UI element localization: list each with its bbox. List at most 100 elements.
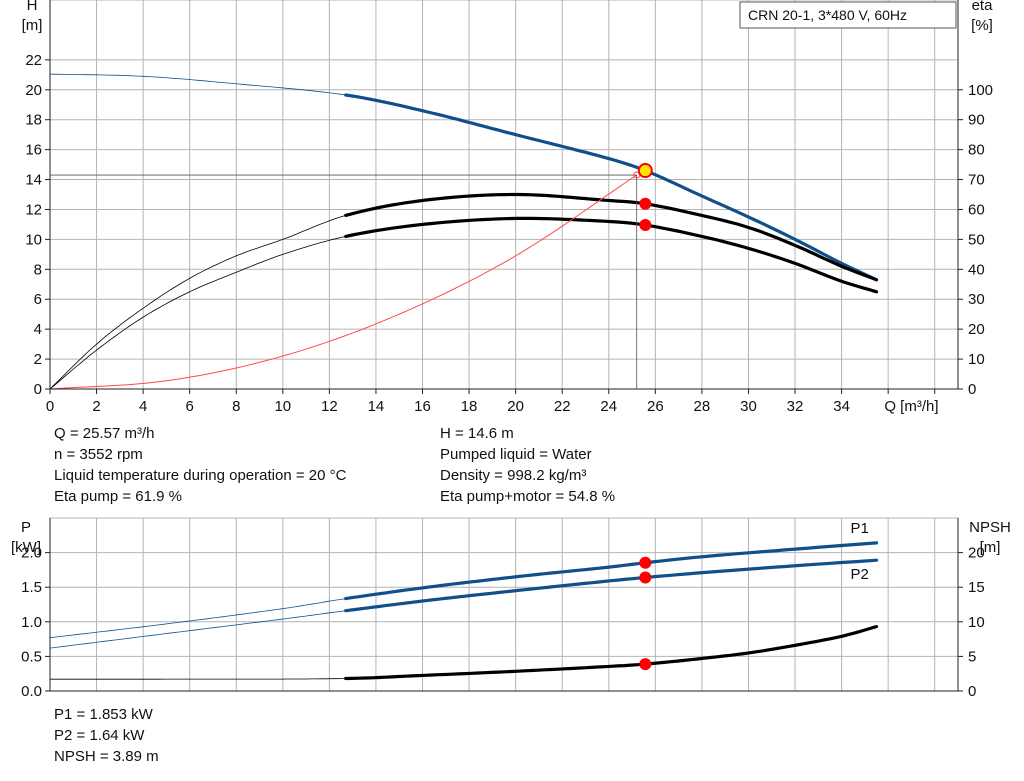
left-tick-label: 16 [25,142,42,159]
right-tick-label: 10 [968,614,985,631]
series-label-p2: P2 [851,566,869,583]
head-curve [344,93,879,282]
right-tick-label: 0 [968,381,976,398]
bottom-tick-label: 22 [554,398,571,415]
readout-speed: n = 3552 rpm [54,446,143,463]
bottom-tick-label: 20 [507,398,524,415]
pump-model-box [739,1,957,29]
bottom-tick-label: 24 [600,398,617,415]
bottom-tick-label: 28 [694,398,711,415]
right-tick-label: 0 [968,683,976,700]
p1-curve [344,541,879,601]
bottom-tick-label: 0 [46,398,54,415]
left-tick-label: 0.0 [21,683,42,700]
right-axis-title: eta [972,0,994,14]
right-axis-unit: [m] [980,539,1001,556]
right-axis-unit: [%] [971,17,993,34]
readout-npsh: NPSH = 3.89 m [54,748,159,765]
bottom-tick-label: 32 [787,398,804,415]
bottom-tick-label: 26 [647,398,664,415]
readout-eta-pump: Eta pump = 61.9 % [54,488,182,505]
pump-model-title: CRN 20-1, 3*480 V, 60Hz [748,7,907,23]
series-label-p1: P1 [851,520,869,537]
readout-p1: P1 = 1.853 kW [54,706,153,723]
left-tick-label: 1.5 [21,579,42,596]
operating-point-marker [639,197,652,210]
left-tick-label: 12 [25,201,42,218]
left-tick-label: 4 [34,321,42,338]
bottom-tick-label: 34 [833,398,850,415]
right-tick-label: 70 [968,172,985,189]
npsh-curve-extrapolated [50,678,346,680]
readout-eta-pump-motor: Eta pump+motor = 54.8 % [440,488,616,505]
left-tick-label: 6 [34,291,42,308]
left-tick-label: 22 [25,52,42,69]
readout-top-right: H = 14.6 m Pumped liquid = Water Density… [440,423,615,507]
left-tick-label: 1.0 [21,614,42,631]
right-tick-label: 80 [968,142,985,159]
right-tick-label: 90 [968,112,985,129]
readout-bottom: P1 = 1.853 kW P2 = 1.64 kW NPSH = 3.89 m [54,704,159,767]
power-plot-curves [49,541,879,681]
operating-point-marker [639,556,652,569]
left-tick-label: 0 [34,381,42,398]
left-tick-label: 2 [34,351,42,368]
bottom-tick-label: 8 [232,398,240,415]
left-axis-unit: [m] [22,17,43,34]
bottom-tick-label: 2 [92,398,100,415]
operating-point-marker [639,658,652,671]
left-tick-label: 18 [25,112,42,129]
right-tick-label: 5 [968,648,976,665]
right-tick-label: 30 [968,291,985,308]
right-tick-label: 60 [968,201,985,218]
readout-pumped-liquid: Pumped liquid = Water [440,446,592,463]
right-tick-label: 50 [968,231,985,248]
performance-plot-markers [633,163,653,232]
readout-top-left: Q = 25.57 m³/h n = 3552 rpm Liquid tempe… [54,423,346,507]
performance-plot-axes: 0246810121416182022010203040506070809010… [22,0,994,415]
head-curve-extrapolated [49,73,346,96]
performance-plot-curves [49,73,879,390]
left-tick-label: 10 [25,231,42,248]
duty-point-marker [637,163,653,179]
left-tick-label: 8 [34,261,42,278]
right-tick-label: 20 [968,321,985,338]
readout-liquid-temperature: Liquid temperature during operation = 20… [54,467,347,484]
right-tick-label: 15 [968,579,985,596]
right-axis-title: NPSH [969,519,1011,536]
p2-curve [344,558,879,613]
eta-pump-motor-curve-extrapolated [49,236,346,390]
power-plot-axes: 0.0 0.5 1.0 1.5 2.0 0 5 10 15 20 P [kW] NPSH [m] P1 P2 [11,518,1011,700]
eta-pump-motor-curve [344,216,879,294]
p2-curve-extrapolated [49,610,346,649]
readout-flow: Q = 25.57 m³/h [54,425,155,442]
bottom-tick-label: 12 [321,398,338,415]
power-plot-grid [50,517,958,691]
readout-p2: P2 = 1.64 kW [54,727,145,744]
left-tick-label: 2.0 [21,545,42,562]
readout-density: Density = 998.2 kg/m³ [440,467,587,484]
eta-pump-curve [344,192,879,282]
bottom-tick-label: 4 [139,398,147,415]
left-axis-title: H [27,0,38,14]
left-axis-unit: [kW] [11,539,41,556]
system-curve-extrapolated [49,174,637,390]
bottom-tick-label: 10 [274,398,291,415]
npsh-curve [344,624,879,681]
bottom-tick-label: 18 [461,398,478,415]
bottom-tick-label: 14 [368,398,385,415]
readout-head: H = 14.6 m [440,425,514,442]
right-tick-label: 40 [968,261,985,278]
operating-point-marker [639,219,652,232]
bottom-tick-label: 16 [414,398,431,415]
left-tick-label: 20 [25,82,42,99]
right-tick-label: 10 [968,351,985,368]
bottom-tick-label: 6 [186,398,194,415]
right-tick-label: 20 [968,545,985,562]
bottom-tick-label: 30 [740,398,757,415]
p1-curve-extrapolated [49,598,346,639]
left-axis-title: P [21,519,31,536]
power-plot-markers [639,556,652,671]
right-tick-label: 100 [968,82,993,99]
